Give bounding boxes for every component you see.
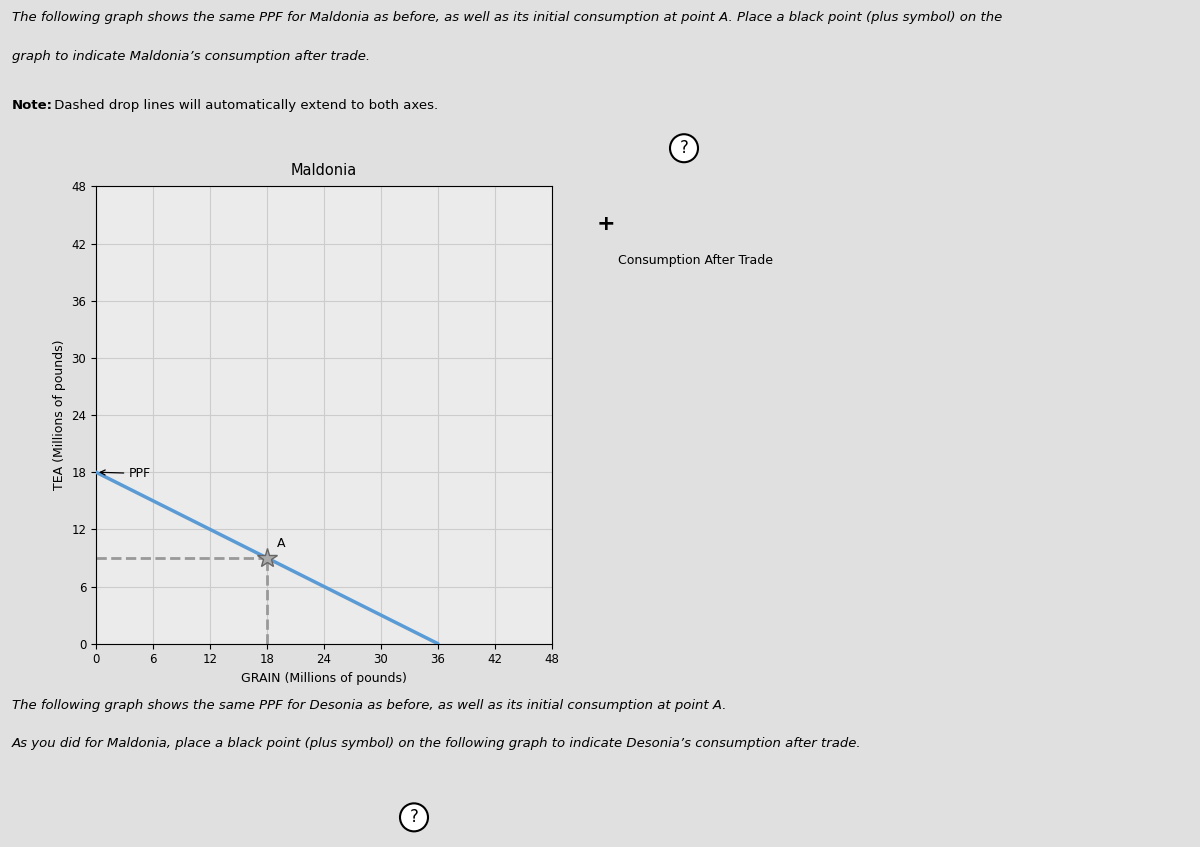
Text: PPF: PPF	[100, 467, 151, 480]
Text: Consumption After Trade: Consumption After Trade	[618, 254, 773, 267]
Text: The following graph shows the same PPF for Maldonia as before, as well as its in: The following graph shows the same PPF f…	[12, 11, 1002, 24]
X-axis label: GRAIN (Millions of pounds): GRAIN (Millions of pounds)	[241, 672, 407, 685]
Text: ?: ?	[409, 808, 419, 827]
Text: graph to indicate Maldonia’s consumption after trade.: graph to indicate Maldonia’s consumption…	[12, 50, 370, 64]
Text: A: A	[276, 537, 286, 551]
Text: The following graph shows the same PPF for Desonia as before, as well as its ini: The following graph shows the same PPF f…	[12, 699, 726, 711]
Text: Note:: Note:	[12, 99, 53, 112]
Y-axis label: TEA (Millions of pounds): TEA (Millions of pounds)	[53, 340, 66, 490]
Text: +: +	[596, 214, 616, 235]
Text: As you did for Maldonia, place a black point (plus symbol) on the following grap: As you did for Maldonia, place a black p…	[12, 737, 862, 750]
Title: Maldonia: Maldonia	[290, 163, 358, 178]
Text: Dashed drop lines will automatically extend to both axes.: Dashed drop lines will automatically ext…	[49, 99, 438, 112]
Text: ?: ?	[679, 139, 689, 158]
